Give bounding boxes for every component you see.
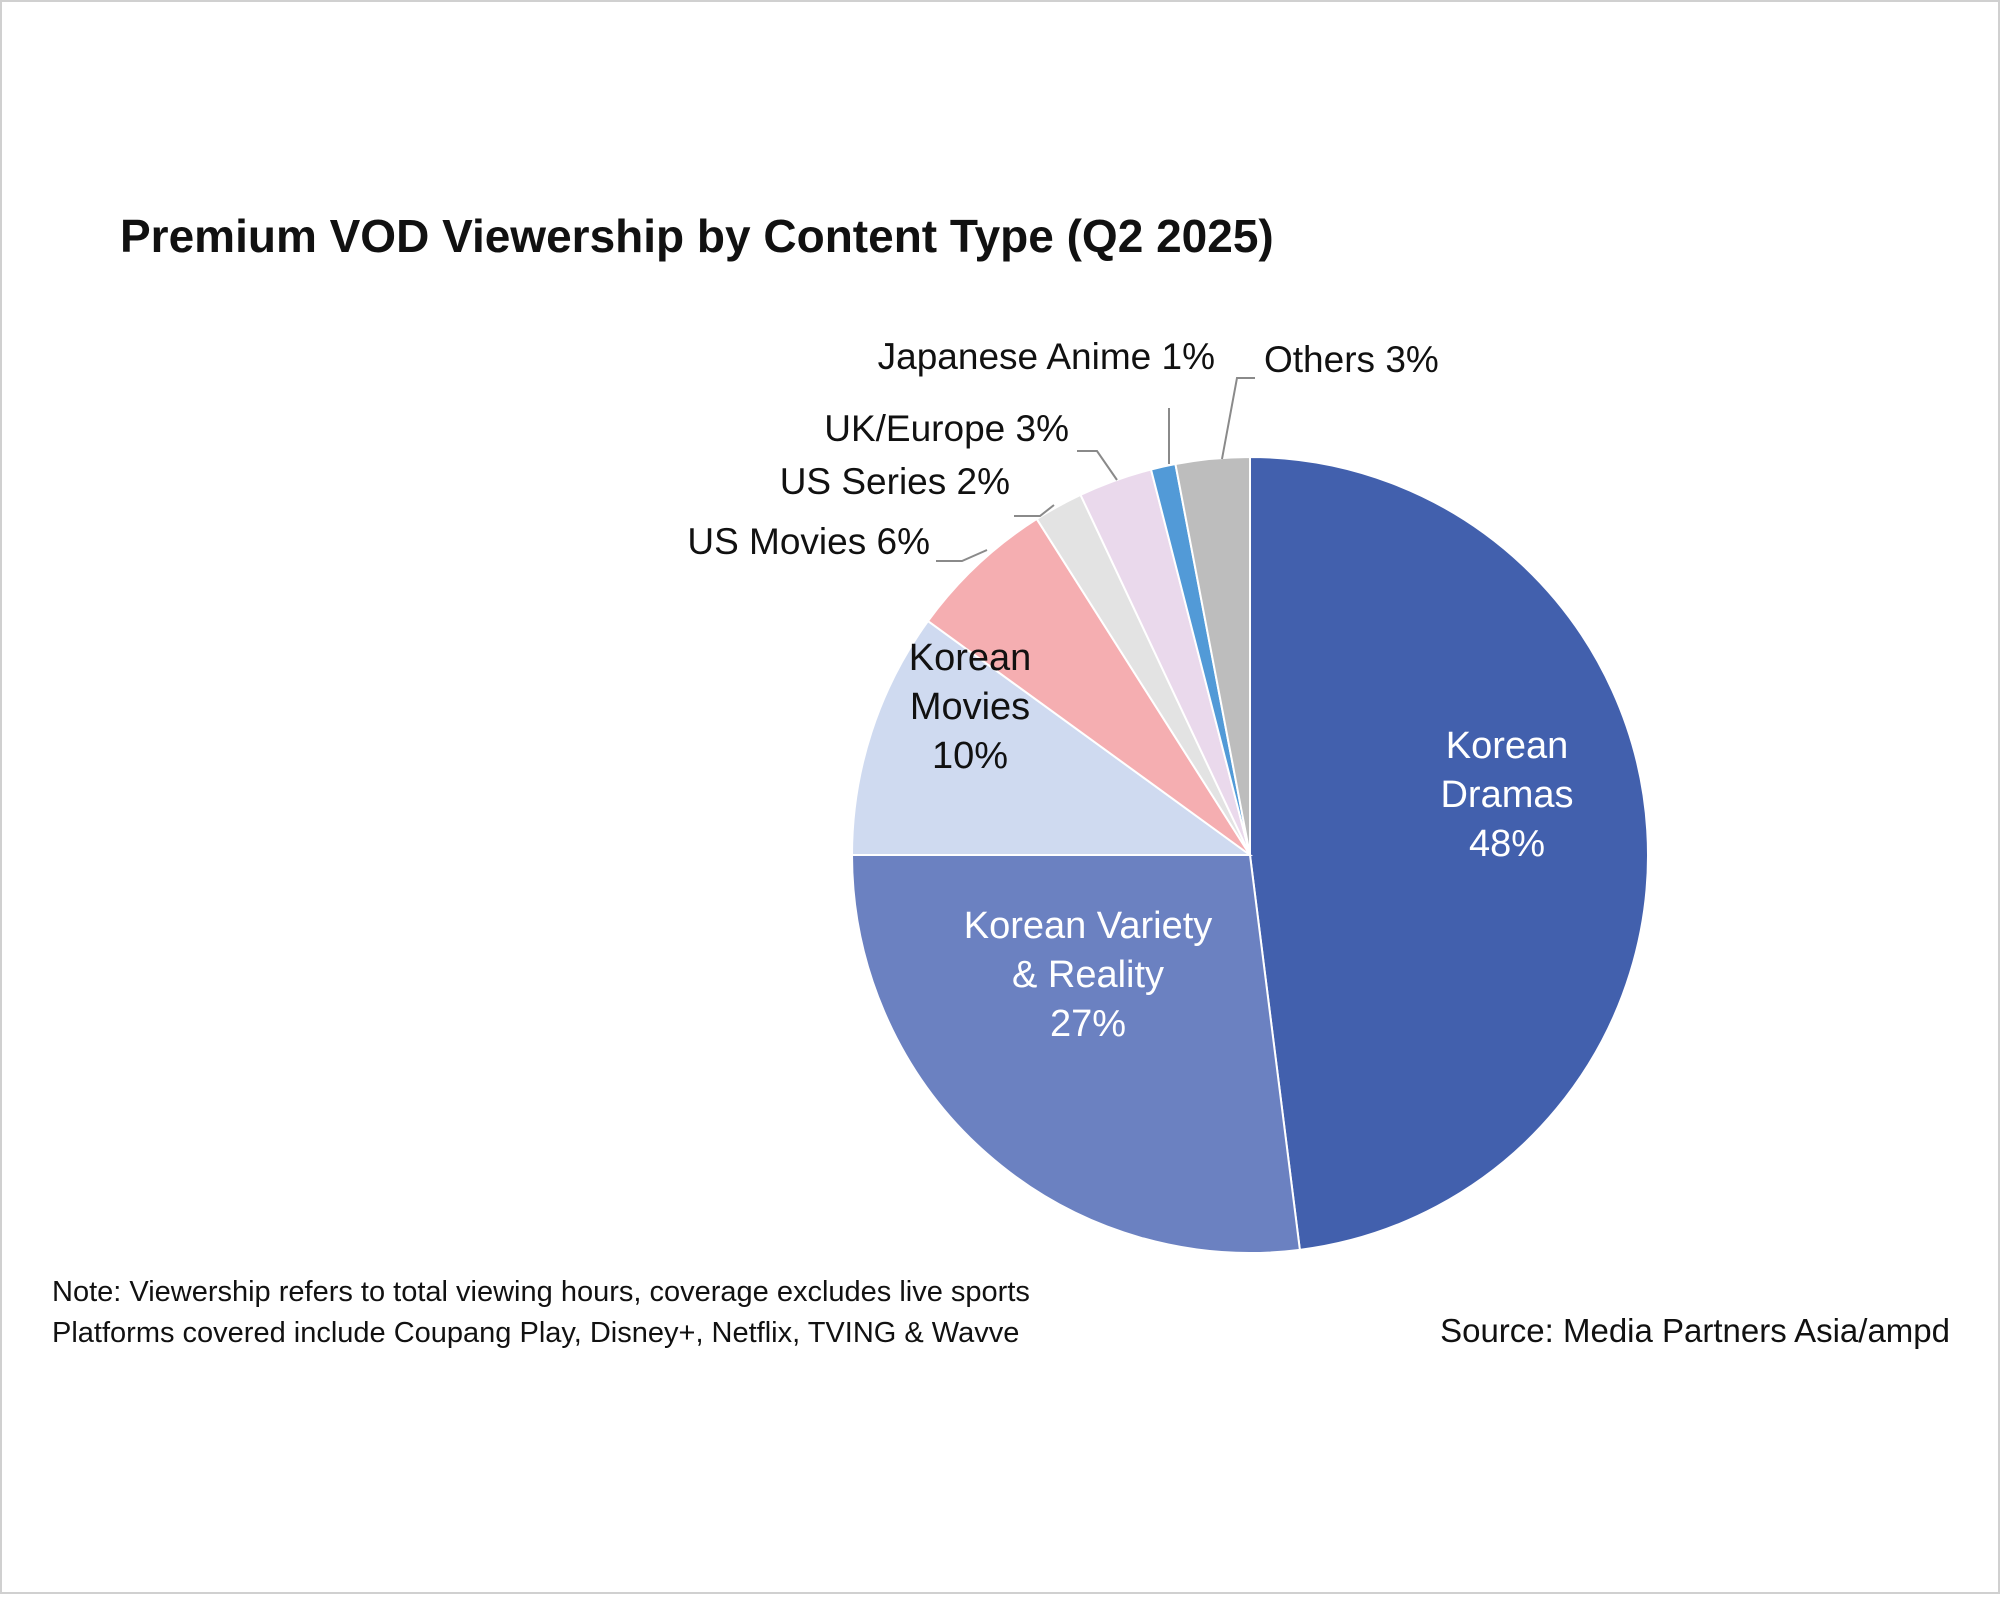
labels-layer: Korean Dramas 48% Korean Variety & Reality 27… — [687, 336, 1573, 1045]
chart-title: Premium VOD Viewership by Content Type (… — [120, 210, 1274, 262]
footnote-line-1: Note: Viewership refers to total viewing… — [52, 1276, 1030, 1308]
label-korean-movies: Korean Movies 10% — [909, 637, 1032, 777]
leader-line-us-movies — [936, 549, 988, 562]
leader-line-others — [1221, 377, 1255, 460]
leader-line-us-series — [1014, 504, 1055, 517]
leader-line-uk-europe — [1077, 450, 1118, 481]
label-us-series: US Series 2% — [780, 461, 1010, 502]
label-uk-europe: UK/Europe 3% — [824, 408, 1069, 449]
slice-korean-variety-reality — [850, 854, 1301, 1254]
slices-layer — [850, 455, 1649, 1254]
slice-korean-dramas — [1249, 455, 1649, 1251]
label-korean-dramas: Korean Dramas 48% — [1440, 725, 1573, 865]
footnote-line-2: Platforms covered include Coupang Play, … — [52, 1317, 1020, 1349]
footnote: Note: Viewership refers to total viewing… — [52, 1272, 1030, 1354]
label-us-movies: US Movies 6% — [687, 521, 930, 562]
slice-others — [1174, 455, 1251, 856]
slice-us-movies — [926, 517, 1251, 856]
label-korean-variety-reality: Korean Variety & Reality 27% — [964, 905, 1213, 1045]
label-others: Others 3% — [1264, 339, 1439, 380]
label-japanese-anime: Japanese Anime 1% — [878, 336, 1215, 377]
slice-korean-movies — [850, 619, 1254, 856]
source-credit: Source: Media Partners Asia/ampd — [1440, 1312, 1950, 1349]
leader-lines-layer — [936, 377, 1255, 562]
